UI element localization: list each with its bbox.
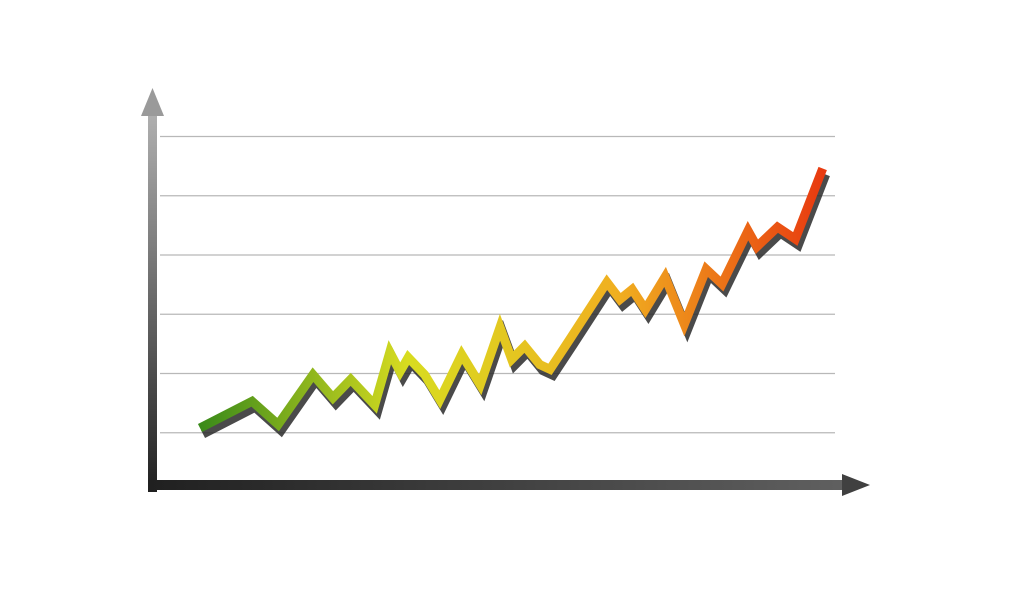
x-axis	[148, 480, 848, 490]
grid	[160, 135, 835, 434]
x-axis-arrow	[842, 474, 870, 496]
y-axis	[148, 112, 157, 492]
plot	[197, 166, 830, 439]
line	[197, 166, 827, 433]
y-axis-arrow	[141, 88, 164, 116]
